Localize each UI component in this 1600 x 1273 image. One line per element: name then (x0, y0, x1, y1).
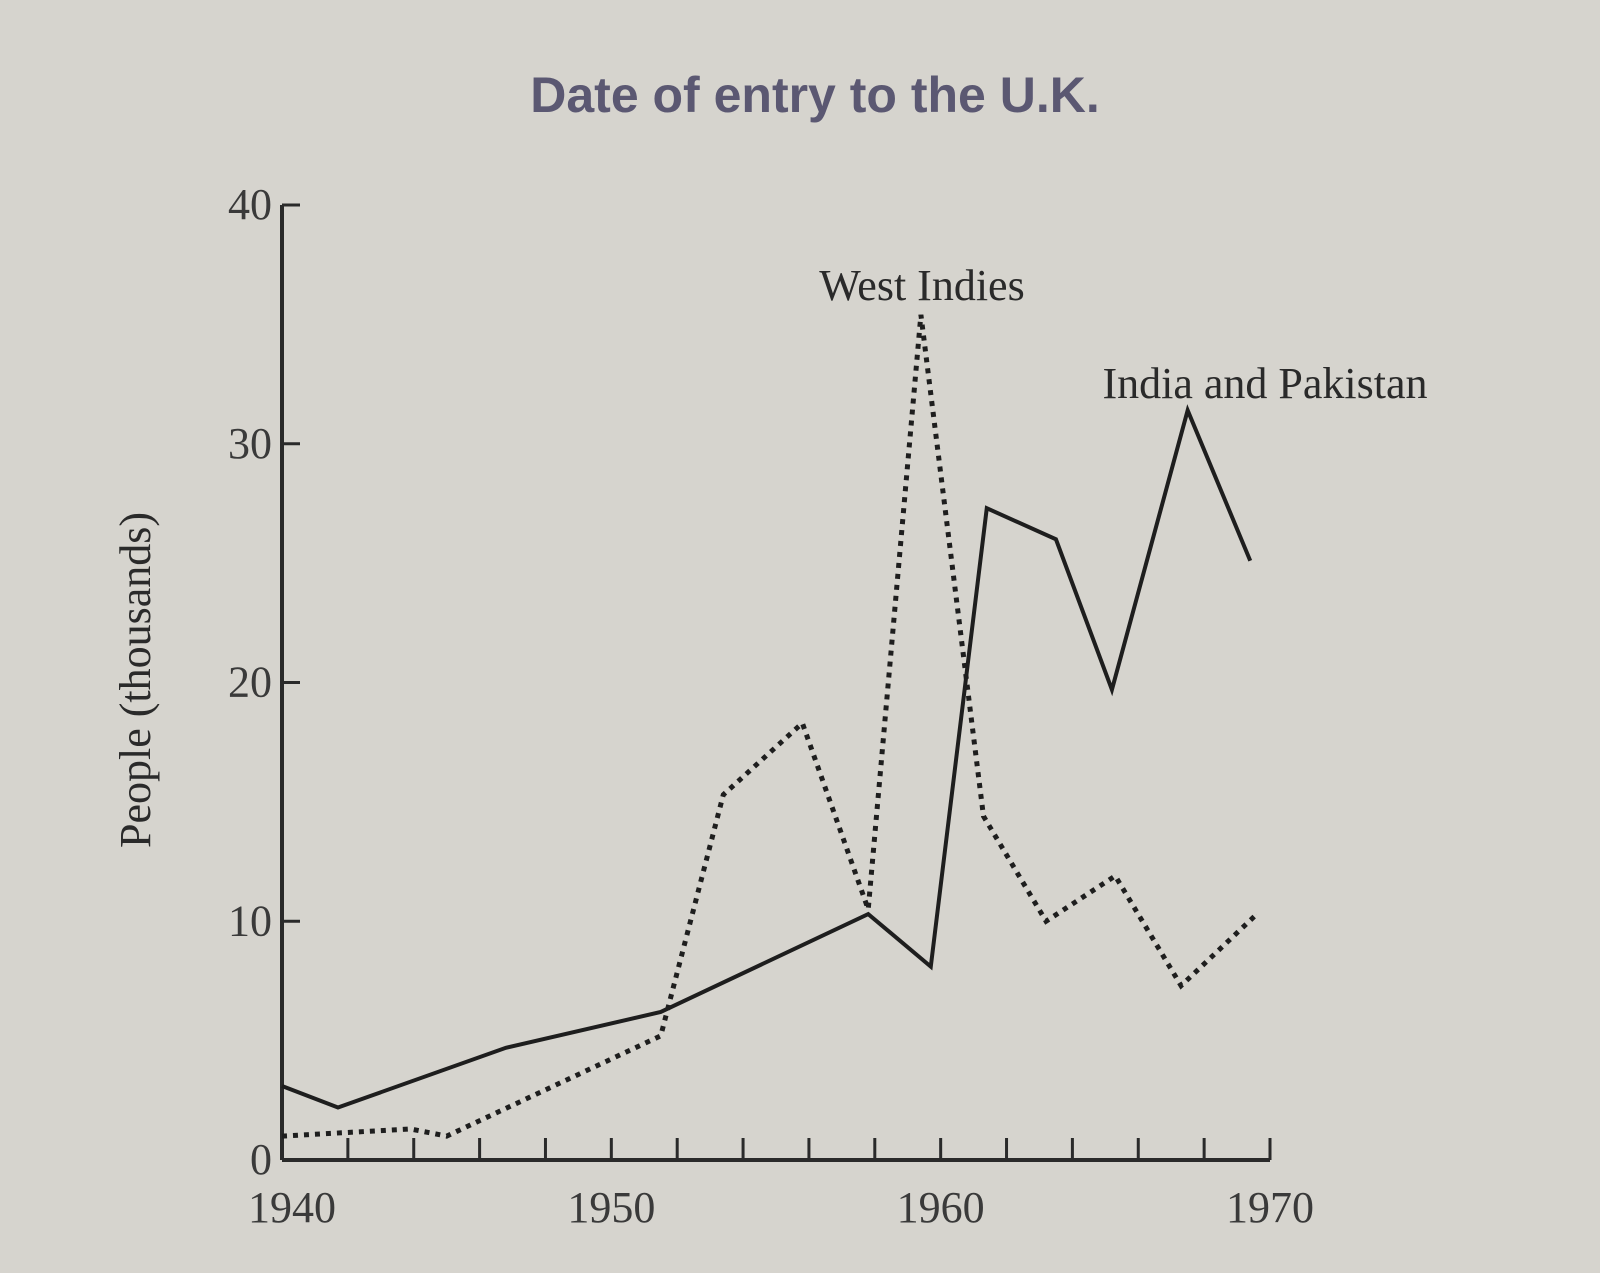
y-tick-label: 40 (228, 180, 272, 229)
series-group (281, 314, 1259, 1139)
y-tick-label: 0 (250, 1135, 272, 1184)
series-line-west-indies (281, 314, 1259, 1139)
series-label-india-pakistan: India and Pakistan (1102, 359, 1427, 408)
x-tick-label: 1950 (567, 1183, 655, 1232)
axes: 0 10 20 30 40 1940 1950 1960 1970 (228, 180, 1314, 1232)
y-axis-label: People (thousands) (111, 512, 160, 848)
series-label-west-indies: West Indies (819, 261, 1024, 310)
x-tick-label: 1960 (897, 1183, 985, 1232)
x-tick-label: 1970 (1226, 1183, 1314, 1232)
y-tick-label: 20 (228, 658, 272, 707)
y-tick-label: 10 (228, 896, 272, 945)
x-tick-label: 1940 (248, 1183, 336, 1232)
y-tick-label: 30 (228, 419, 272, 468)
chart-title: Date of entry to the U.K. (530, 67, 1099, 123)
